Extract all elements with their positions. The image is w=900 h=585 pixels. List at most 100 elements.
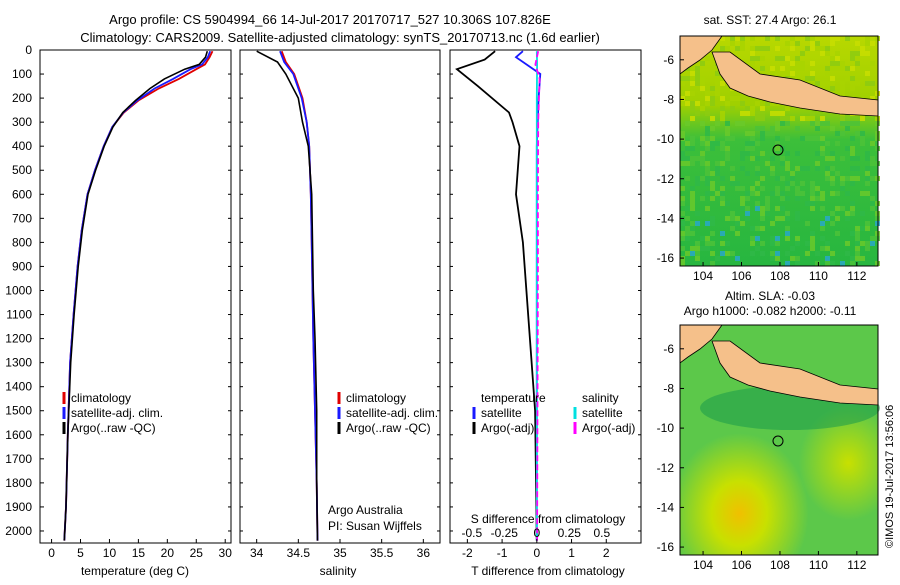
sst-pixel	[770, 251, 775, 256]
sst-pixel	[860, 211, 865, 216]
sst-pixel	[775, 56, 780, 61]
difference-legend: temperature satellite Argo(-adj) salinit…	[474, 391, 635, 435]
sst-pixel	[780, 161, 785, 166]
map-x-tick-label: 110	[809, 558, 828, 572]
map-y-tick-label: -10	[657, 132, 675, 146]
sst-pixel	[790, 71, 795, 76]
sst-pixel	[800, 181, 805, 186]
sst-pixel	[825, 121, 830, 126]
sst-pixel	[690, 206, 695, 211]
map-y-tick-label: -14	[657, 211, 675, 225]
sst-pixel	[750, 241, 755, 246]
sst-pixel	[820, 121, 825, 126]
sst-pixel	[835, 141, 840, 146]
legend-label-argo: Argo(..raw -QC)	[71, 421, 156, 435]
sst-pixel	[680, 236, 685, 241]
sst-pixel	[850, 81, 855, 86]
sst-pixel	[685, 176, 690, 181]
map-x-tick-label: 104	[693, 269, 713, 283]
legend-label-satellite: satellite-adj. clim.	[346, 406, 438, 420]
sst-pixel	[760, 226, 765, 231]
sst-pixel	[815, 136, 820, 141]
sst-pixel	[680, 151, 685, 156]
sst-pixel	[805, 241, 810, 246]
x-tick-label: 1	[568, 546, 575, 560]
sst-pixel	[810, 71, 815, 76]
sst-pixel	[690, 106, 695, 111]
sst-pixel	[755, 236, 760, 241]
sst-pixel	[700, 121, 705, 126]
sst-pixel	[710, 101, 715, 106]
sla-map-subtitle: Argo h1000: -0.082 h2000: -0.11	[684, 304, 857, 318]
sst-pixel	[755, 206, 760, 211]
depth-tick-label: 1000	[5, 283, 32, 297]
sst-pixel	[775, 46, 780, 51]
sst-pixel	[680, 201, 685, 206]
sst-pixel	[855, 236, 860, 241]
sst-pixel	[690, 66, 695, 71]
sst-pixel	[680, 131, 685, 136]
sst-pixel	[835, 171, 840, 176]
sst-pixel	[730, 166, 735, 171]
sst-pixel	[680, 186, 685, 191]
sst-pixel	[785, 56, 790, 61]
sst-pixel	[705, 141, 710, 146]
sst-pixel	[840, 206, 845, 211]
sst-pixel	[830, 41, 835, 46]
sst-pixel	[695, 101, 700, 106]
sst-pixel	[725, 126, 730, 131]
sst-pixel	[865, 191, 870, 196]
sst-pixel	[735, 36, 740, 41]
sst-pixel	[725, 146, 730, 151]
sst-pixel	[690, 71, 695, 76]
sst-pixel	[730, 211, 735, 216]
sst-pixel	[820, 146, 825, 151]
sst-pixel	[730, 96, 735, 101]
sst-pixel	[750, 146, 755, 151]
sst-pixel	[715, 76, 720, 81]
header-line2: Climatology: CARS2009. Satellite-adjuste…	[80, 30, 600, 45]
sst-pixel	[780, 121, 785, 126]
sst-pixel	[760, 186, 765, 191]
sst-pixel	[705, 166, 710, 171]
sst-pixel	[815, 186, 820, 191]
depth-tick-label: 800	[12, 235, 32, 249]
sst-pixel	[820, 206, 825, 211]
depth-tick-label: 1500	[5, 404, 32, 418]
sst-pixel	[820, 81, 825, 86]
sst-pixel	[775, 186, 780, 191]
sst-pixel	[730, 106, 735, 111]
sst-pixel	[785, 186, 790, 191]
sst-pixel	[870, 196, 875, 201]
sst-pixel	[680, 96, 685, 101]
sst-pixel	[710, 126, 715, 131]
sst-pixel	[865, 51, 870, 56]
sst-pixel	[850, 181, 855, 186]
sst-pixel	[790, 36, 795, 41]
sst-pixel	[850, 256, 855, 261]
sst-pixel	[695, 241, 700, 246]
sst-pixel	[810, 76, 815, 81]
sst-pixel	[820, 236, 825, 241]
sst-pixel	[695, 246, 700, 251]
sst-pixel	[815, 46, 820, 51]
sst-pixel	[865, 226, 870, 231]
sst-pixel	[745, 196, 750, 201]
sst-pixel	[850, 166, 855, 171]
sst-pixel	[840, 181, 845, 186]
sst-pixel	[775, 251, 780, 256]
sst-pixel	[775, 176, 780, 181]
sst-pixel	[825, 66, 830, 71]
sla-warm-patch-2	[680, 325, 878, 555]
sst-pixel	[685, 251, 690, 256]
sst-pixel	[740, 41, 745, 46]
map-y-tick-label: -8	[663, 92, 674, 106]
sst-pixel	[680, 231, 685, 236]
sst-pixel	[700, 236, 705, 241]
sst-pixel	[735, 96, 740, 101]
sst-pixel	[755, 191, 760, 196]
sst-pixel	[830, 166, 835, 171]
sst-pixel	[790, 66, 795, 71]
sst-pixel	[720, 191, 725, 196]
sst-pixel	[870, 156, 875, 161]
